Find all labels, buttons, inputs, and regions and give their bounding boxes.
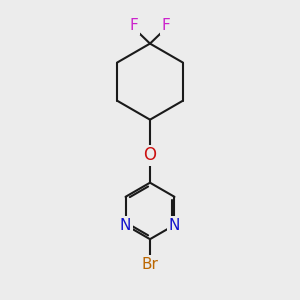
Text: F: F [162,18,171,33]
Text: N: N [120,218,131,232]
Text: N: N [169,218,180,232]
Text: O: O [143,146,157,164]
Text: Br: Br [142,256,158,272]
Text: F: F [129,18,138,33]
